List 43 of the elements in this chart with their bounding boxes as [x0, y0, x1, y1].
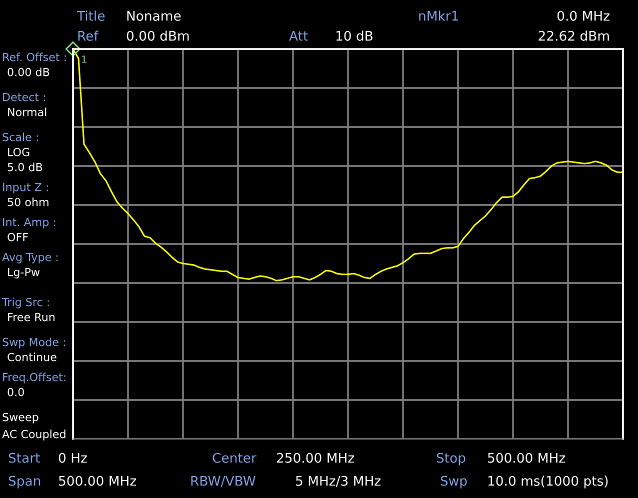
text: Free Run	[8, 312, 54, 322]
text: 10.0 ms(1000 pts)	[488, 476, 608, 488]
text: Ref	[78, 30, 99, 41]
text: 5.0 dB	[8, 162, 42, 172]
text: Freq.Offset:	[3, 372, 66, 384]
text: 0.00 dB	[8, 68, 50, 76]
text: 22.62 dBm	[538, 30, 609, 41]
text: Swp Mode :	[2, 338, 65, 348]
text: 5 MHz/3 MHz	[296, 476, 381, 487]
text: Continue	[8, 352, 56, 362]
text: Input Z :	[3, 182, 48, 194]
text: nMkr1	[419, 10, 458, 21]
text: AC Coupled	[2, 430, 66, 440]
text: Title	[76, 10, 105, 21]
text: Sweep	[2, 412, 38, 424]
text: 50 ohm	[8, 198, 48, 206]
text: Scale :	[2, 132, 38, 142]
text: Lg-Pw	[8, 268, 40, 278]
text: Avg Type :	[2, 252, 58, 264]
text: 500.00 MHz	[488, 452, 566, 463]
text: Trig Src :	[2, 298, 49, 308]
text: 10 dB	[336, 30, 372, 41]
text: 0 Hz	[58, 452, 87, 463]
text: Int. Amp :	[3, 218, 56, 228]
text: Detect :	[3, 92, 46, 102]
text: Noname	[127, 11, 181, 21]
text: Swp	[440, 476, 467, 488]
text: 0.0	[8, 388, 24, 396]
text: 0.00 dBm	[126, 30, 189, 41]
text: Normal	[8, 108, 46, 116]
annotation: 1	[82, 56, 86, 63]
text: 250.00 MHz	[276, 452, 354, 463]
text: Center	[212, 452, 256, 463]
text: LOG	[8, 148, 30, 156]
text: Att	[289, 31, 308, 41]
text: RBW/VBW	[191, 476, 256, 487]
text: Span	[8, 476, 40, 488]
text: 0.0 MHz	[557, 10, 610, 21]
text: Ref. Offset :	[3, 52, 66, 62]
text: OFF	[8, 232, 28, 242]
text: Start	[8, 452, 40, 463]
text: 500.00 MHz	[59, 476, 136, 486]
text: Stop	[436, 452, 466, 466]
